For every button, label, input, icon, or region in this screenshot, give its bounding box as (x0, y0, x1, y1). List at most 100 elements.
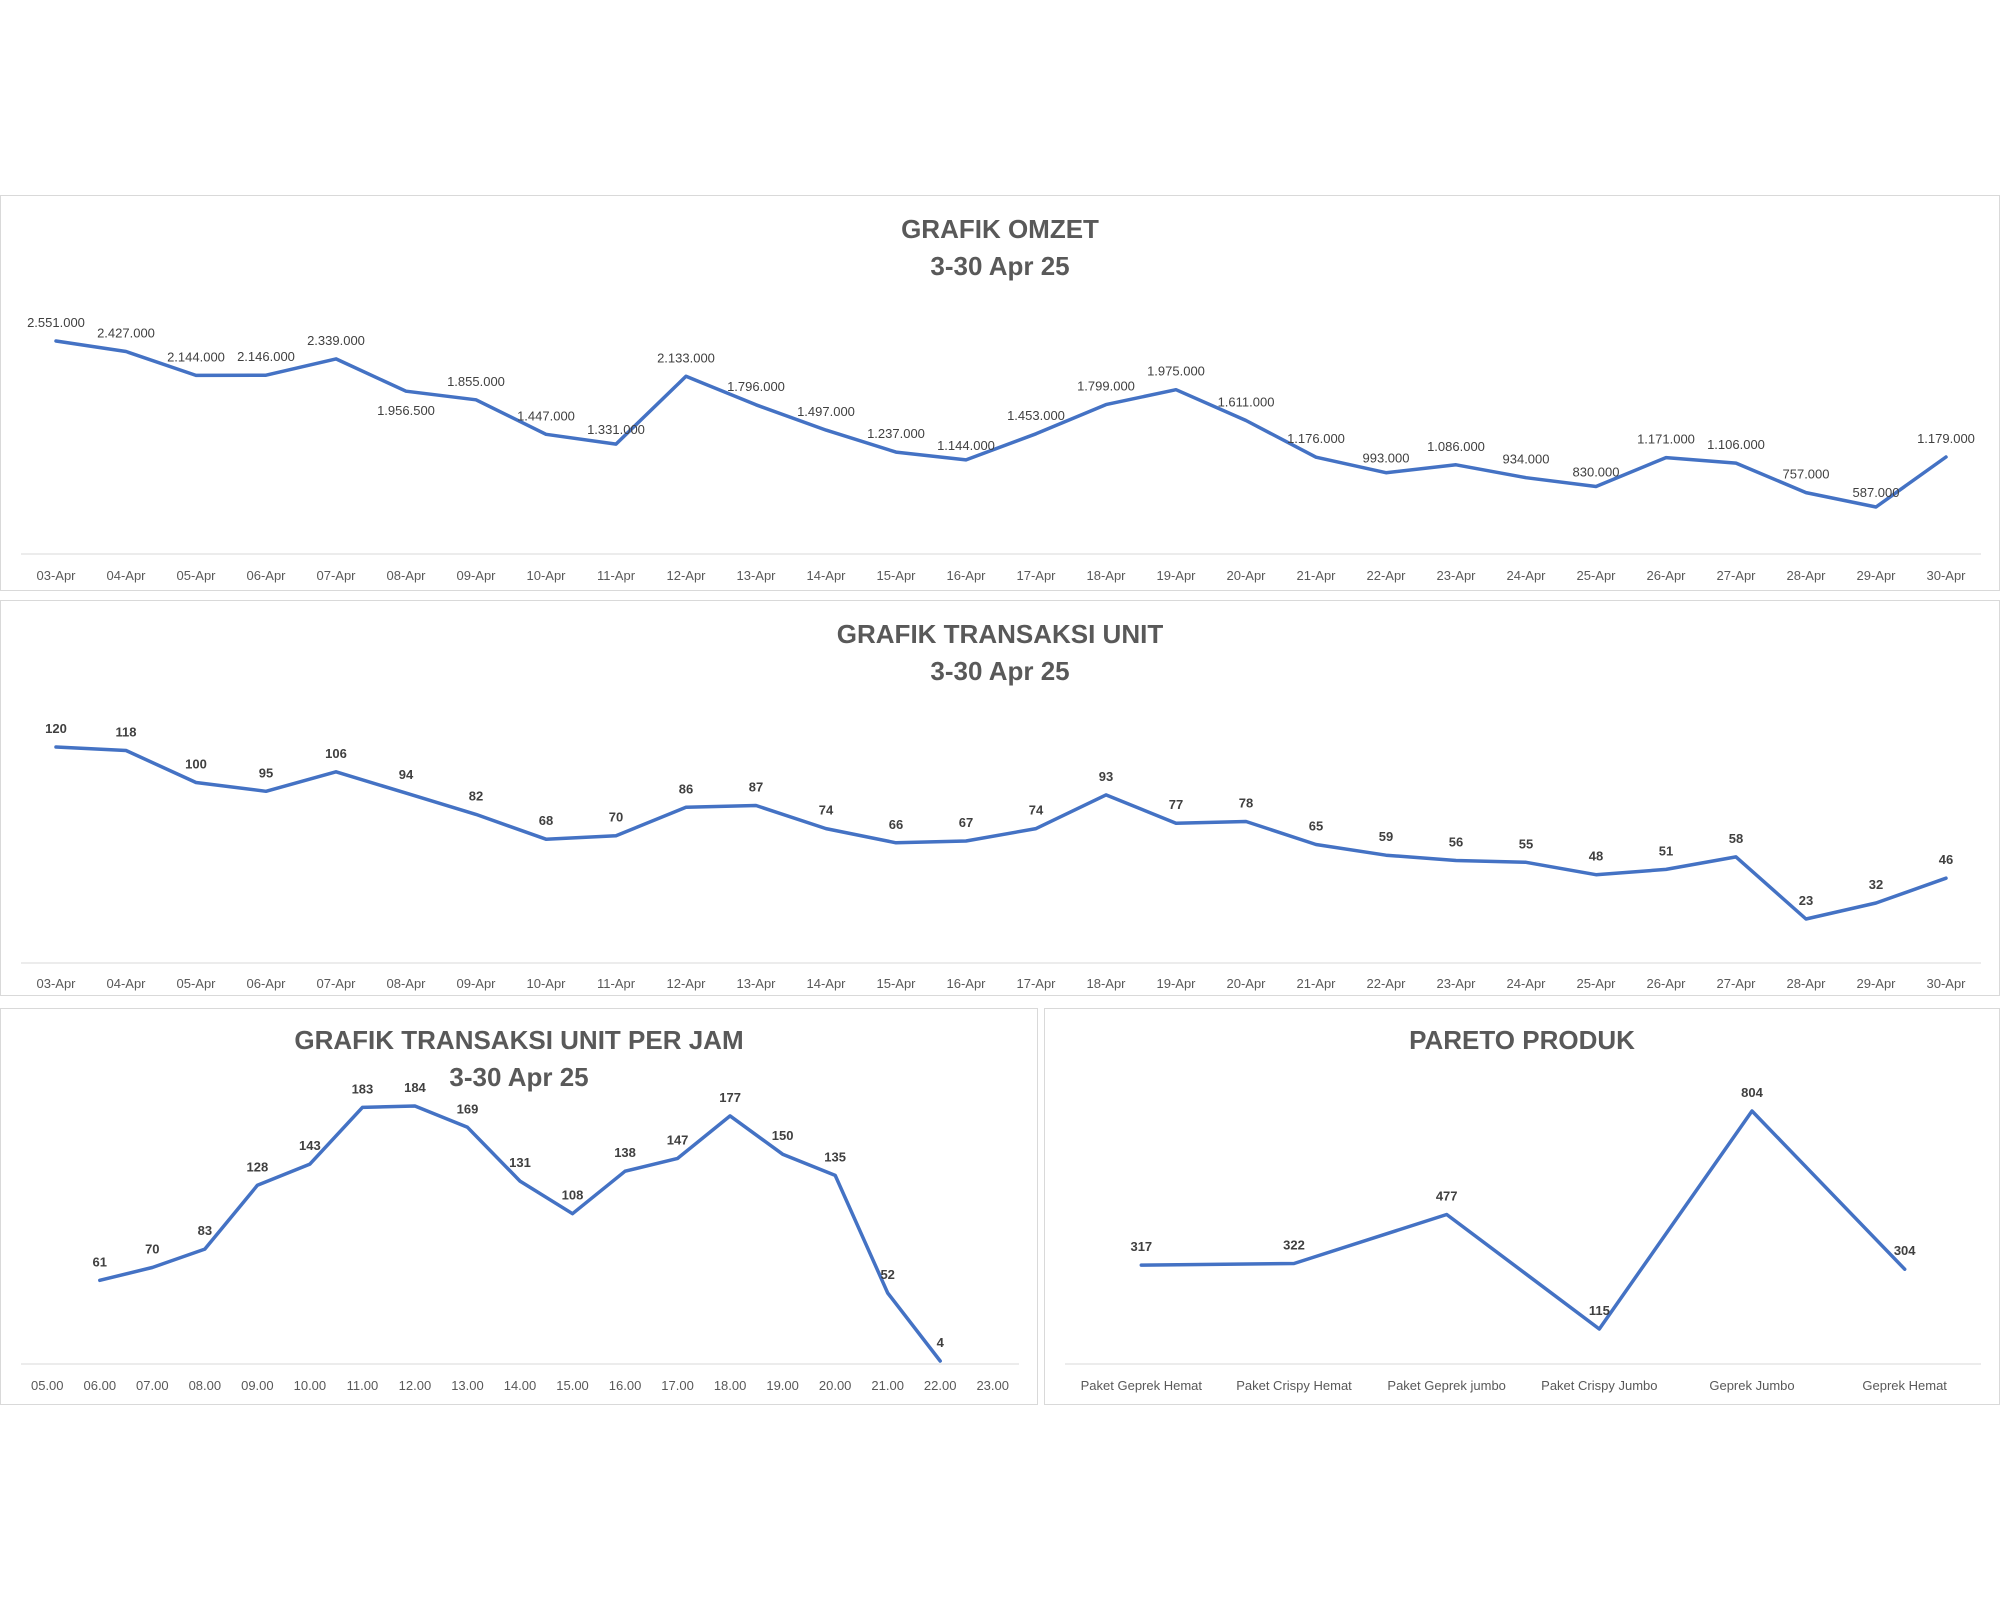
x-tick-label: 12.00 (399, 1378, 432, 1393)
chart-subtitle: 3-30 Apr 25 (449, 1062, 589, 1092)
x-tick-label: 06-Apr (246, 568, 286, 583)
x-tick-label: 11-Apr (597, 568, 636, 583)
data-label: 477 (1436, 1188, 1458, 1203)
x-tick-label: 16-Apr (946, 568, 986, 583)
x-tick-label: 05.00 (31, 1378, 64, 1393)
data-label: 2.146.000 (237, 349, 295, 364)
data-label: 2.133.000 (657, 350, 715, 365)
x-tick-label: 21.00 (871, 1378, 904, 1393)
x-tick-label: 19-Apr (1156, 568, 1196, 583)
x-tick-label: 18-Apr (1086, 568, 1126, 583)
data-label: 2.144.000 (167, 349, 225, 364)
x-tick-label: 25-Apr (1576, 976, 1616, 991)
data-label: 66 (889, 817, 903, 832)
x-tick-label: 05-Apr (176, 568, 216, 583)
x-tick-label: 13-Apr (736, 568, 776, 583)
x-tick-label: 20-Apr (1226, 568, 1266, 583)
x-tick-label: 08-Apr (386, 976, 426, 991)
x-tick-label: 28-Apr (1786, 976, 1826, 991)
data-label: 1.106.000 (1707, 437, 1765, 452)
x-tick-label: 30-Apr (1926, 568, 1966, 583)
x-tick-label: Paket Crispy Jumbo (1541, 1378, 1657, 1393)
omzet-chart-panel: GRAFIK OMZET 3-30 Apr 25 03-Apr 04-Apr 05-… (0, 195, 2000, 591)
data-label: 1.855.000 (447, 374, 505, 389)
data-label: 757.000 (1783, 467, 1830, 482)
data-label: 87 (749, 780, 763, 795)
x-tick-label: 14-Apr (806, 568, 846, 583)
x-tick-label: Paket Geprek jumbo (1387, 1378, 1506, 1393)
x-tick-label: 18-Apr (1086, 976, 1126, 991)
x-tick-label: 18.00 (714, 1378, 747, 1393)
data-label: 317 (1130, 1239, 1152, 1254)
data-label: 138 (614, 1145, 636, 1160)
x-tick-label: 16-Apr (946, 976, 986, 991)
data-label: 1.086.000 (1427, 439, 1485, 454)
x-tick-label: 09-Apr (456, 568, 496, 583)
data-label: 169 (457, 1101, 479, 1116)
x-tick-label: 21-Apr (1296, 976, 1336, 991)
x-tick-label: 05-Apr (176, 976, 216, 991)
chart-subtitle: 3-30 Apr 25 (930, 251, 1070, 281)
data-label: 93 (1099, 769, 1113, 784)
x-tick-label: 28-Apr (1786, 568, 1826, 583)
data-label: 1.796.000 (727, 379, 785, 394)
x-tick-label: 03-Apr (36, 568, 76, 583)
x-tick-label: 26-Apr (1646, 568, 1686, 583)
data-label: 4 (937, 1335, 945, 1350)
data-label: 934.000 (1503, 452, 1550, 467)
series-line (54, 745, 1948, 921)
pareto-chart-svg: Paket Geprek Hemat Paket Crispy Hemat Pake… (1065, 1085, 1981, 1393)
data-label: 52 (880, 1267, 894, 1282)
data-label: 1.497.000 (797, 404, 855, 419)
data-label: 1.171.000 (1637, 432, 1695, 447)
x-tick-label: 22-Apr (1366, 976, 1406, 991)
data-label: 95 (259, 765, 273, 780)
x-tick-label: 30-Apr (1926, 976, 1966, 991)
x-tick-label: 23-Apr (1436, 976, 1476, 991)
x-tick-label: Paket Crispy Hemat (1236, 1378, 1352, 1393)
series-line (54, 339, 1948, 509)
x-tick-label: 20.00 (819, 1378, 852, 1393)
data-label: 1.237.000 (867, 426, 925, 441)
x-tick-label: 15-Apr (876, 568, 916, 583)
data-label: 100 (185, 756, 207, 771)
unit-chart-panel: GRAFIK TRANSAKSI UNIT 3-30 Apr 25 03-Apr… (0, 600, 2000, 996)
x-tick-label: 26-Apr (1646, 976, 1686, 991)
x-tick-label: 06.00 (84, 1378, 117, 1393)
x-tick-label: 25-Apr (1576, 568, 1616, 583)
x-tick-label: 13.00 (451, 1378, 484, 1393)
data-label: 147 (667, 1132, 689, 1147)
data-label: 993.000 (1363, 451, 1410, 466)
data-label: 1.331.000 (587, 422, 645, 437)
data-label: 128 (247, 1159, 269, 1174)
x-tick-label: 07-Apr (316, 976, 356, 991)
data-label: 78 (1239, 795, 1253, 810)
x-tick-label: 19-Apr (1156, 976, 1196, 991)
x-tick-label: 08.00 (189, 1378, 222, 1393)
x-tick-label: Paket Geprek Hemat (1081, 1378, 1203, 1393)
hourly-chart-svg: 05.00 06.00 07.00 08.00 09.00 10.00 11.00 12.00… (21, 1080, 1019, 1393)
data-label: 70 (145, 1242, 159, 1257)
x-tick-label: 08-Apr (386, 568, 426, 583)
data-label: 74 (819, 803, 834, 818)
chart-subtitle: 3-30 Apr 25 (930, 656, 1070, 686)
x-tick-label: 11-Apr (597, 976, 636, 991)
data-label: 830.000 (1573, 464, 1620, 479)
data-label: 108 (562, 1188, 584, 1203)
x-tick-label: 23-Apr (1436, 568, 1476, 583)
data-label: 55 (1519, 836, 1533, 851)
chart-title: PARETO PRODUK (1409, 1025, 1635, 1055)
data-label: 1.447.000 (517, 408, 575, 423)
x-tick-label: 10-Apr (526, 568, 566, 583)
x-tick-label: 06-Apr (246, 976, 286, 991)
x-tick-label: 22-Apr (1366, 568, 1406, 583)
data-label: 48 (1589, 849, 1603, 864)
data-label: 56 (1449, 834, 1463, 849)
x-tick-label: 17-Apr (1016, 568, 1056, 583)
data-label: 2.551.000 (27, 315, 85, 330)
x-tick-label: 04-Apr (106, 976, 146, 991)
data-label: 1.611.000 (1218, 394, 1275, 409)
series-line (98, 1104, 942, 1363)
x-tick-label: 14-Apr (806, 976, 846, 991)
x-tick-label: 29-Apr (1856, 976, 1896, 991)
